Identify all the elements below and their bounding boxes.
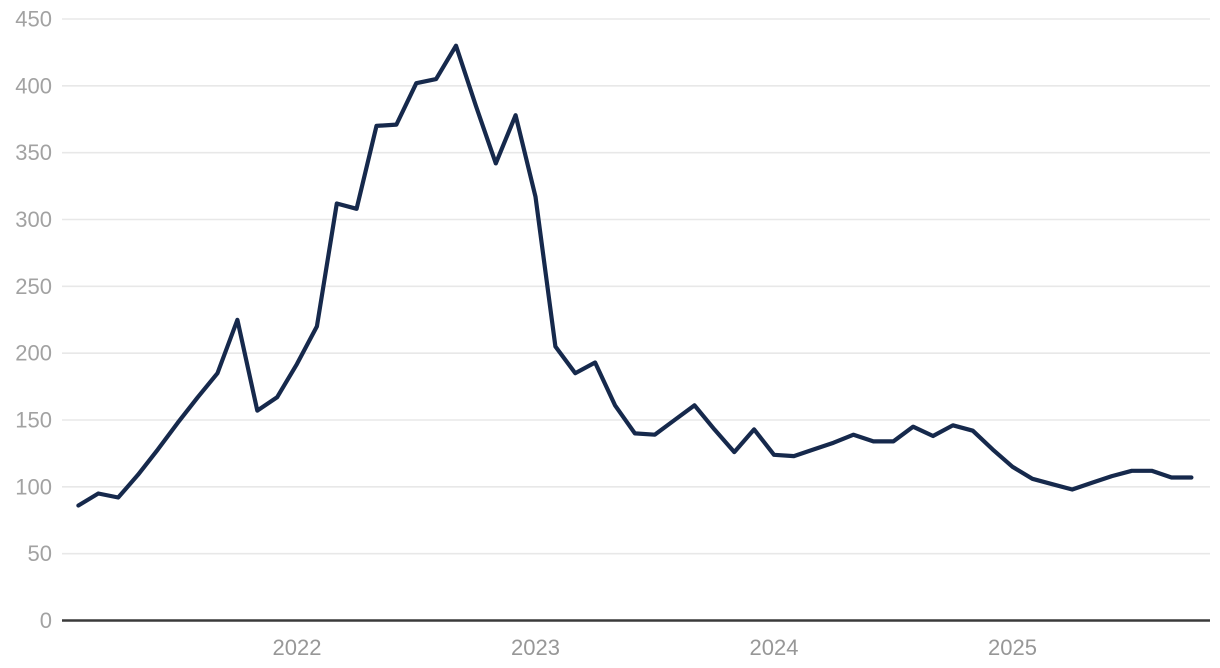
y-axis-label: 250 xyxy=(15,274,52,299)
x-axis-label: 2022 xyxy=(273,635,322,660)
data-series-line xyxy=(76,43,1194,508)
y-axis-label: 100 xyxy=(15,474,52,499)
y-axis-label: 150 xyxy=(15,408,52,433)
y-axis-label: 350 xyxy=(15,140,52,165)
x-axis-label: 2024 xyxy=(750,635,799,660)
y-axis-label: 300 xyxy=(15,207,52,232)
y-axis-label: 200 xyxy=(15,341,52,366)
x-axis-label: 2023 xyxy=(511,635,560,660)
x-axis-label: 2025 xyxy=(988,635,1037,660)
y-axis-label: 400 xyxy=(15,73,52,98)
y-axis-label: 0 xyxy=(40,608,52,633)
y-axis-label: 450 xyxy=(15,7,52,32)
y-axis-label: 50 xyxy=(28,541,52,566)
